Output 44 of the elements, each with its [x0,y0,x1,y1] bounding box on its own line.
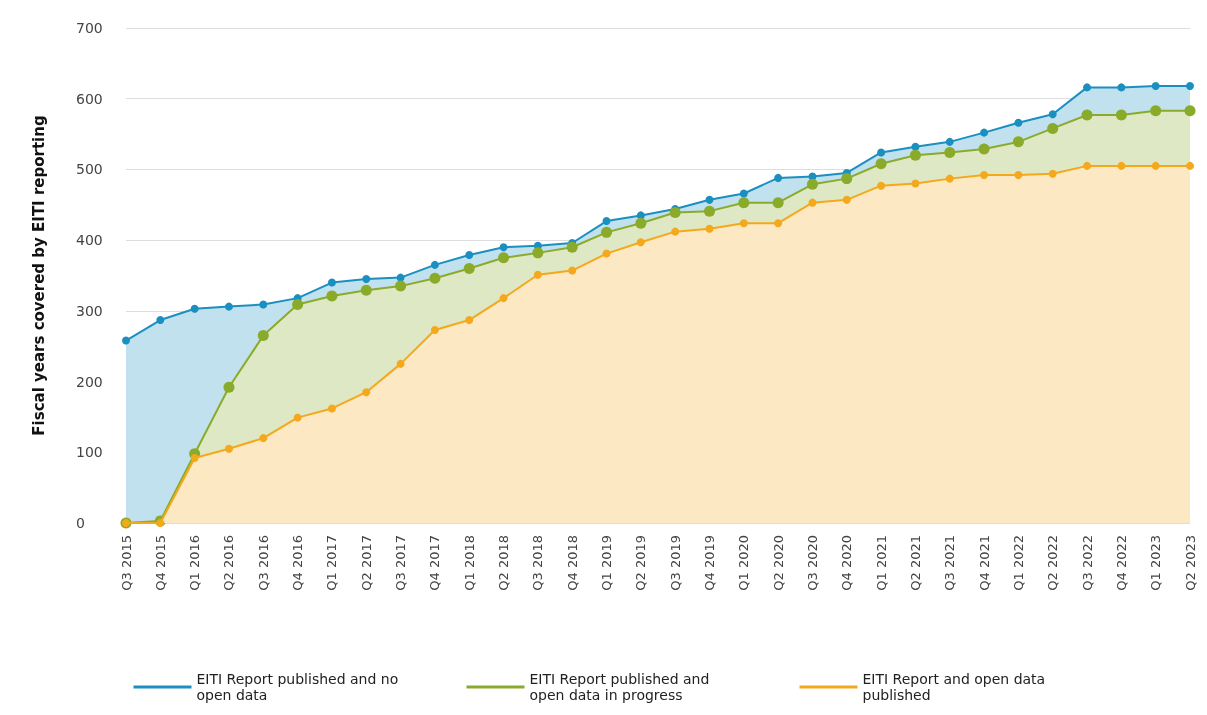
x-tick-label: Q1 2021 [873,535,889,591]
x-tick-label: Q2 2016 [221,535,237,591]
x-tick-label: Q2 2023 [1182,535,1198,591]
x-tick-label: Q3 2019 [667,535,683,591]
x-tick-label: Q3 2015 [118,535,134,591]
x-tick-label: Q2 2020 [770,535,786,591]
y-axis-title: Fiscal years covered by EITI reporting [29,115,48,436]
x-tick-label: Q3 2022 [1079,535,1095,591]
y-tick-label: 700 [76,20,103,36]
y-tick-label: 300 [76,302,103,319]
y-tick-label: 500 [76,161,103,178]
x-tick-label: Q1 2020 [736,535,752,591]
x-tick-label: Q1 2019 [599,535,615,591]
x-tick-label: Q2 2021 [907,535,923,591]
legend-label: EITI Report published and open data in progress [529,671,714,703]
x-tick-label: Q4 2021 [976,535,992,591]
x-tick-label: Q2 2022 [1045,535,1061,591]
x-tick-label: Q2 2017 [358,535,374,591]
y-tick-label: 0 [76,515,85,531]
y-tick-label: 600 [76,90,103,107]
x-tick-label: Q4 2019 [701,535,717,591]
x-tick-label: Q1 2023 [1148,535,1164,591]
x-tick-label: Q4 2016 [290,535,306,591]
x-tick-label: Q1 2016 [187,535,203,591]
x-tick-label: Q3 2018 [530,535,546,591]
x-tick-label: Q1 2017 [324,535,340,591]
x-tick-label: Q4 2015 [152,535,168,591]
x-tick-label: Q4 2017 [427,535,443,591]
x-tick-label: Q3 2017 [393,535,409,591]
y-tick-label: 400 [76,232,103,249]
legend-label: EITI Report and open data published [862,671,1050,703]
x-tick-label: Q2 2018 [496,535,512,591]
y-tick-label: 200 [76,373,103,390]
x-tick-label: Q4 2018 [564,535,580,591]
x-tick-label: Q1 2018 [461,535,477,591]
x-tick-label: Q2 2019 [633,535,649,591]
y-tick-label: 100 [76,444,103,461]
x-tick-label: Q1 2022 [1010,535,1026,591]
legend-label: EITI Report published and no open data [196,671,403,703]
x-tick-label: Q3 2016 [255,535,271,591]
x-tick-label: Q3 2021 [942,535,958,591]
x-tick-label: Q3 2020 [804,535,820,591]
x-tick-label: Q4 2022 [1113,535,1129,591]
x-tick-label: Q4 2020 [839,535,855,591]
